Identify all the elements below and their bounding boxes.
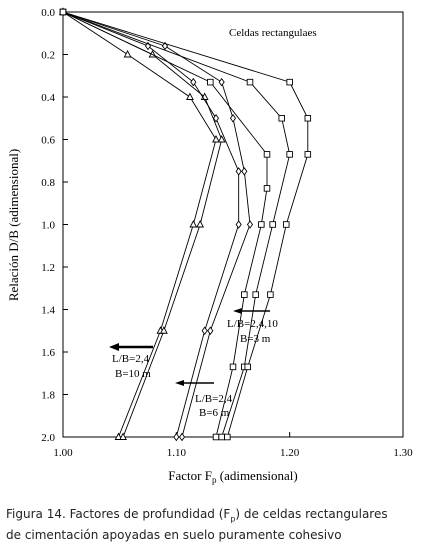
annotation: B=3 m: [240, 333, 271, 345]
marker: [246, 78, 254, 86]
annotation: B=6 m: [199, 407, 230, 419]
series-line: [62, 11, 309, 438]
y-tick-label: 0.2: [41, 50, 55, 62]
marker: [244, 363, 251, 371]
x-tick-label: 1.10: [167, 447, 187, 459]
marker: [224, 433, 231, 441]
marker: [173, 432, 180, 442]
y-tick-label: 0.6: [41, 135, 55, 147]
x-label-part: (adimensional): [216, 468, 297, 483]
x-label-part: Factor F: [168, 468, 212, 483]
marker: [286, 78, 293, 86]
marker: [207, 326, 214, 336]
y-tick-label: 0.4: [41, 92, 55, 104]
y-tick-label: 1.4: [41, 305, 55, 317]
marker: [185, 92, 194, 100]
annotation: Celdas rectangulaes: [229, 27, 317, 39]
marker: [114, 432, 123, 440]
y-tick-label: 0.0: [41, 7, 55, 19]
marker: [235, 167, 242, 176]
marker: [218, 77, 225, 87]
marker: [212, 433, 220, 441]
marker: [241, 291, 248, 298]
marker: [189, 220, 198, 228]
annotation: L/B=2,4,10: [227, 318, 278, 330]
marker: [235, 220, 242, 229]
caption-text: Figura 14. Factores de profundidad (F: [6, 507, 231, 521]
y-tick-label: 0.8: [41, 177, 55, 189]
marker: [286, 151, 293, 158]
marker: [178, 432, 186, 442]
y-axis-label: Relación D/B (adimensional): [6, 149, 21, 301]
marker: [283, 221, 290, 228]
marker: [258, 221, 265, 228]
marker: [229, 363, 237, 371]
marker: [304, 115, 312, 122]
caption-sub: p: [230, 514, 236, 524]
marker: [59, 8, 67, 16]
y-tick-label: 1.2: [41, 262, 55, 274]
marker: [304, 151, 312, 158]
marker: [267, 291, 274, 298]
y-tick-label: 2.0: [41, 432, 55, 444]
series-line: [62, 11, 240, 438]
caption-line: de cimentación apoyadas en suelo puramen…: [6, 528, 342, 543]
marker: [119, 432, 128, 440]
marker: [229, 113, 237, 123]
marker: [212, 135, 220, 143]
x-tick-label: 1.00: [53, 447, 73, 459]
caption-line: Figura 14. Factores de profundidad (Fp) …: [6, 506, 418, 527]
marker: [252, 291, 259, 298]
marker: [246, 220, 254, 229]
marker: [123, 50, 132, 58]
marker: [201, 326, 208, 336]
marker: [217, 135, 226, 143]
x-tick-label: 1.30: [393, 447, 413, 459]
marker: [278, 115, 285, 122]
y-tick-label: 1.0: [41, 220, 55, 232]
marker: [196, 220, 205, 228]
y-tick-label: 1.6: [41, 347, 55, 359]
marker: [159, 326, 168, 334]
annotation: L/B=2,4: [195, 393, 233, 405]
marker: [241, 167, 248, 176]
chart: Relación D/B (adimensional) Factor Fp (a…: [6, 7, 413, 485]
marker: [207, 78, 214, 86]
series-line: [62, 11, 291, 438]
arrows: [109, 308, 270, 386]
marker: [263, 185, 271, 192]
marker: [190, 77, 197, 87]
x-tick-label: 1.20: [280, 447, 300, 459]
y-tick-label: 1.8: [41, 390, 55, 402]
marker: [263, 151, 271, 158]
caption-text: ) de celdas rectangulares: [235, 507, 388, 521]
series-line: [62, 11, 251, 438]
annotation: B=10 m: [115, 368, 151, 380]
x-axis-label: Factor Fp (adimensional): [168, 468, 297, 485]
marker: [218, 433, 225, 441]
caption: Figura 14. Factores de profundidad (Fp) …: [6, 506, 418, 544]
marker: [212, 113, 220, 123]
marker: [269, 221, 276, 228]
annotation: L/B=2,4: [112, 353, 150, 365]
x-label-sub: p: [212, 475, 217, 485]
series-line: [62, 11, 268, 438]
